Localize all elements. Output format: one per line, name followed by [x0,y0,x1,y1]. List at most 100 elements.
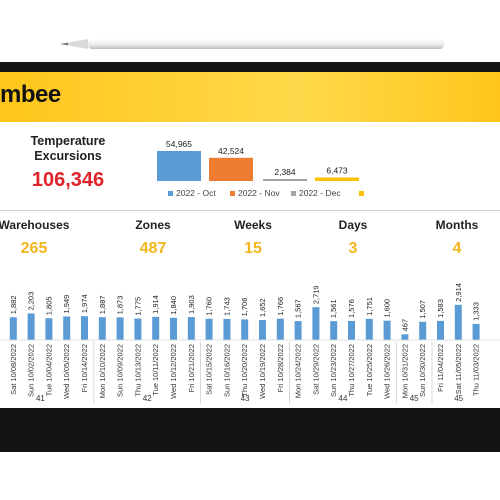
kpi-zones: Zones 487 [103,218,203,258]
kpi-days-label: Days [338,218,368,232]
daily-bar-label: 1,652 [258,298,267,317]
daily-bar [365,318,373,340]
kpi-weeks-label: Weeks [234,218,272,232]
tablet-bottom-bezel [0,408,500,452]
daily-bar-label: 1,600 [383,299,392,318]
week-group-label: 45 [454,394,463,403]
daily-bar-label: 2,914 [454,283,463,302]
kpi-warehouses-value: 265 [20,240,48,257]
kpi-months: Months 4 [407,218,500,258]
daily-category-label: Mon 10/24/2022 [294,344,303,398]
daily-bar [241,319,249,340]
daily-bar [81,316,88,340]
daily-category-label: Wed 10/05/2022 [62,344,71,399]
daily-bar-label: 1,882 [9,295,18,314]
daily-bar [45,318,53,340]
daily-category-label: Sun 10/16/2022 [222,344,231,397]
daily-category-label: Tue 10/04/2022 [44,344,53,396]
daily-bar-label: 1,583 [436,299,445,318]
legend-swatch [168,191,173,196]
monthly-excursions-chart: 54,965 42,524 2,384 6,473 2022 - Oct 2022 - N… [157,139,364,198]
daily-bar [294,321,302,340]
daily-category-label: Sat 10/15/2022 [205,344,214,395]
dashboard-screen: mbee Temperature Excursions 106,346 54,9… [0,72,500,408]
kpi-days: Days 3 [303,218,403,258]
section-divider [0,210,500,211]
daily-category-label: Fri 10/21/2022 [187,344,196,392]
monthly-bar-label: 6,473 [326,165,348,175]
daily-bar [383,320,391,340]
daily-bar [348,320,355,340]
daily-category-label: Thu 10/20/2022 [240,344,249,397]
daily-bar [9,317,17,340]
monthly-bar [315,177,359,181]
legend-swatch [359,191,364,196]
daily-category-label: Mon 10/31/2022 [400,344,409,398]
kpi-weeks-value: 15 [244,240,262,257]
daily-bar-label: 467 [400,319,409,332]
daily-bar [312,307,320,340]
daily-category-label: Sun 10/09/2022 [116,344,125,397]
temperature-excursions-value: 106,346 [31,169,105,191]
daily-bar-label: 2,203 [27,292,36,311]
daily-bar [454,304,462,340]
daily-bar-label: 1,887 [98,295,107,314]
daily-bar-label: 1,576 [347,299,356,318]
daily-category-label: Sat 10/29/2022 [311,344,320,395]
daily-category-label: Sun 10/02/2022 [27,344,36,397]
daily-bar [330,321,338,340]
daily-bar [223,318,231,340]
daily-bar-label: 1,949 [62,295,71,314]
daily-bar [401,334,409,340]
daily-bar-label: 1,507 [418,300,427,319]
daily-bar-label: 1,743 [222,297,231,316]
daily-bar-label: 2,719 [311,285,320,304]
daily-bar [259,320,266,340]
kpi-warehouses: Warehouses 265 [0,218,84,258]
daily-bar [205,318,213,340]
legend-label: 2022 - Dec [299,188,341,198]
daily-bar [63,316,71,340]
daily-category-label: Sun 10/23/2022 [329,344,338,397]
monthly-bar-label: 54,965 [166,139,192,149]
week-group-label: 44 [339,394,348,403]
daily-category-label: Sat 11/05/2022 [454,344,463,394]
daily-bar [472,323,480,340]
daily-bar-label: 1,873 [116,296,125,315]
daily-category-label: Sun 10/30/2022 [418,344,427,397]
daily-bar-label: 1,974 [80,294,89,313]
daily-bar [437,320,444,340]
week-group-label: 43 [241,394,250,403]
monthly-bar-label: 42,524 [218,146,244,156]
daily-bar-label: 1,751 [365,297,374,316]
week-group-label: 41 [36,394,45,403]
daily-bar-label: 1,561 [329,299,338,318]
daily-bar [116,317,124,340]
daily-bar [419,321,427,340]
week-group-label: 45 [410,394,419,403]
kpi-weeks: Weeks 15 [203,218,303,258]
daily-bar-label: 1,706 [240,298,249,317]
daily-category-label: Tue 10/11/2022 [151,344,160,396]
daily-bar-label: 1,766 [276,297,285,316]
daily-bar-label: 1,805 [44,296,53,315]
header-banner: mbee [0,72,500,122]
daily-bar [170,317,177,340]
daily-bar-label: 1,567 [294,299,303,318]
kpi-zones-label: Zones [135,218,171,232]
stylus-pencil [60,39,444,49]
daily-bar-label: 1,840 [169,296,178,315]
kpi-warehouses-label: Warehouses [0,218,70,232]
daily-bar [187,317,195,340]
daily-category-label: Tue 10/25/2022 [365,344,374,396]
monthly-bar [157,151,201,181]
daily-bar [27,313,35,340]
daily-category-label: Mon 10/10/2022 [98,344,107,398]
daily-bar [134,318,142,340]
daily-category-label: Sat 10/08/2022 [9,344,18,395]
daily-category-label: Fri 10/28/2022 [276,344,285,392]
daily-bar [98,317,106,340]
week-group-label: 42 [143,394,152,403]
daily-bar-label: 1,903 [187,295,196,314]
